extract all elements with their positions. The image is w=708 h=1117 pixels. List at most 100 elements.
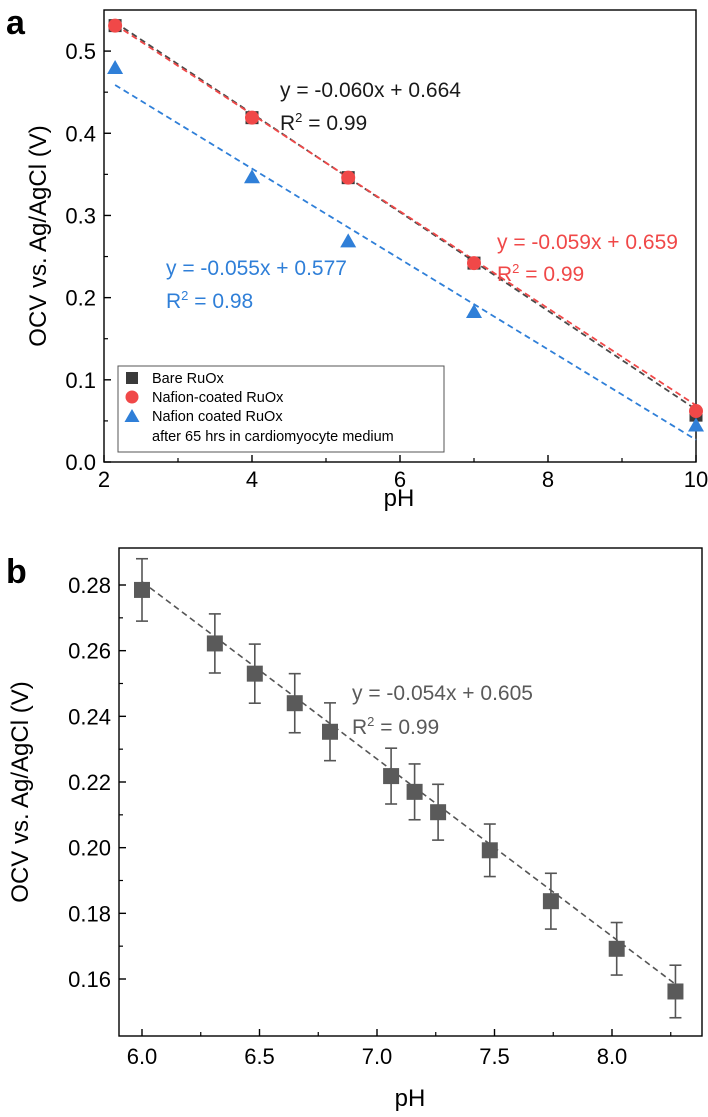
data-points-a xyxy=(107,18,704,432)
data-point-square xyxy=(430,804,447,821)
fit-line-aged xyxy=(114,84,697,441)
data-point-with-error xyxy=(608,921,625,976)
r2-value: = 0.98 xyxy=(188,290,253,313)
x-tick-label: 6.5 xyxy=(244,1044,275,1069)
r2-superscript: 2 xyxy=(512,261,519,276)
panel-letter-b: b xyxy=(6,553,27,591)
r2-letter: R xyxy=(497,263,512,286)
y-tick-label: 0.26 xyxy=(68,639,111,664)
data-point-square xyxy=(134,581,150,598)
x-tick-label: 4 xyxy=(246,467,258,492)
equation-nafion-line: y = -0.059x + 0.659 xyxy=(497,231,678,254)
r2-letter: R xyxy=(166,290,181,313)
data-point-square xyxy=(286,695,303,712)
equation-nafion: y = -0.059x + 0.659 R2 = 0.99 xyxy=(497,231,678,286)
fit-line-bare xyxy=(114,21,697,411)
data-point-nafion xyxy=(341,170,356,185)
y-tick-label: 0.4 xyxy=(65,121,96,146)
equation-b-r2: R2 = 0.99 xyxy=(352,714,439,739)
data-point-square xyxy=(667,983,684,1000)
y-tick-label: 0.3 xyxy=(65,203,96,228)
fit-line-b xyxy=(141,581,676,985)
data-point-square xyxy=(608,940,625,957)
data-point-aged xyxy=(244,169,260,184)
data-point-square xyxy=(383,768,400,785)
x-tick-label: 7.5 xyxy=(479,1044,510,1069)
y-tick-label: 0.18 xyxy=(68,901,111,926)
legend-box xyxy=(117,365,445,453)
legend-label-aged: Nafion coated RuOx xyxy=(152,409,283,425)
legend-triangle-marker xyxy=(124,409,140,422)
legend-label-nafion: Nafion-coated RuOx xyxy=(152,390,284,406)
y-tick-label: 0.22 xyxy=(68,770,111,795)
data-point-nafion xyxy=(467,256,481,271)
equation-bare: y = -0.060x + 0.664 R2 = 0.99 xyxy=(280,79,461,135)
data-point-with-error xyxy=(134,557,150,622)
r2-letter: R xyxy=(280,112,295,135)
r2-superscript: 2 xyxy=(181,288,188,303)
equation-bare-line: y = -0.060x + 0.664 xyxy=(280,79,461,102)
data-point-square xyxy=(206,635,223,652)
x-axis-title-b: pH xyxy=(395,1085,426,1112)
r2-superscript: 2 xyxy=(295,110,302,125)
x-tick-label: 10 xyxy=(684,467,708,492)
equation-aged-line: y = -0.055x + 0.577 xyxy=(166,257,347,280)
r2-value: = 0.99 xyxy=(302,112,367,135)
panel-a: a 2 4 6 8 10 0.0 0.1 0.2 0.3 0.4 0.5 pH OCV vs. Ag… xyxy=(6,4,708,512)
fit-lines-a xyxy=(114,21,697,441)
data-points-b xyxy=(134,557,684,1019)
x-tick-label: 2 xyxy=(98,467,110,492)
data-point-aged xyxy=(107,59,124,74)
y-tick-label: 0.28 xyxy=(68,573,111,598)
panel-letter-a: a xyxy=(6,4,26,42)
equation-aged: y = -0.055x + 0.577 R2 = 0.98 xyxy=(166,257,347,313)
y-tick-label: 0.1 xyxy=(65,368,96,393)
y-tick-label: 0.0 xyxy=(65,450,96,475)
x-tick-label: 8.0 xyxy=(597,1044,628,1069)
plot-frame-b xyxy=(118,547,703,1037)
ticks-a: 2 4 6 8 10 0.0 0.1 0.2 0.3 0.4 0.5 xyxy=(65,39,708,492)
y-tick-label: 0.5 xyxy=(65,39,96,64)
data-point-with-error xyxy=(430,783,447,841)
data-point-square xyxy=(246,665,263,682)
r2-value: = 0.99 xyxy=(374,716,439,739)
data-point-square xyxy=(481,842,498,859)
y-axis-title-a: OCV vs. Ag/AgCl (V) xyxy=(25,125,52,346)
data-point-nafion xyxy=(108,18,123,33)
x-tick-label: 6.0 xyxy=(127,1044,158,1069)
data-point-aged xyxy=(466,304,482,319)
r2-superscript: 2 xyxy=(367,714,374,729)
y-tick-label: 0.24 xyxy=(68,704,111,729)
data-point-square xyxy=(542,893,559,910)
data-point-nafion xyxy=(689,404,703,419)
data-point-with-error xyxy=(542,872,559,930)
data-point-with-error xyxy=(246,643,263,705)
legend-label-bare: Bare RuOx xyxy=(152,371,224,387)
panel-b: b 6.0 6.5 7.0 7.5 8.0 0.16 0.18 0.20 0.22 0.24 0.2… xyxy=(6,547,703,1112)
data-point-with-error xyxy=(667,964,684,1019)
equation-b: y = -0.054x + 0.605 R2 = 0.99 xyxy=(352,682,533,739)
legend-a: Bare RuOx Nafion-coated RuOx Nafion coat… xyxy=(117,365,445,453)
legend-label-aged-continued: after 65 hrs in cardiomyocyte medium xyxy=(152,429,394,445)
x-tick-label: 6 xyxy=(394,467,406,492)
data-point-nafion xyxy=(245,110,259,125)
data-point-with-error xyxy=(322,702,338,762)
data-point-aged xyxy=(688,417,704,432)
x-tick-label: 7.0 xyxy=(362,1044,393,1069)
data-point-with-error xyxy=(206,613,223,674)
r2-letter: R xyxy=(352,716,367,739)
fit-lines-b xyxy=(141,581,676,985)
equation-nafion-r2: R2 = 0.99 xyxy=(497,261,584,286)
legend-circle-marker xyxy=(125,390,139,404)
y-axis-title-b: OCV vs. Ag/AgCl (V) xyxy=(7,681,34,902)
data-point-aged xyxy=(340,233,357,248)
equation-bare-r2: R2 = 0.99 xyxy=(280,110,367,135)
data-point-square xyxy=(406,783,423,800)
data-point-with-error xyxy=(383,747,400,805)
x-tick-label: 8 xyxy=(542,467,554,492)
data-point-with-error xyxy=(286,672,303,734)
y-tick-label: 0.2 xyxy=(65,286,96,311)
r2-value: = 0.99 xyxy=(519,263,584,286)
data-point-with-error xyxy=(481,823,498,878)
